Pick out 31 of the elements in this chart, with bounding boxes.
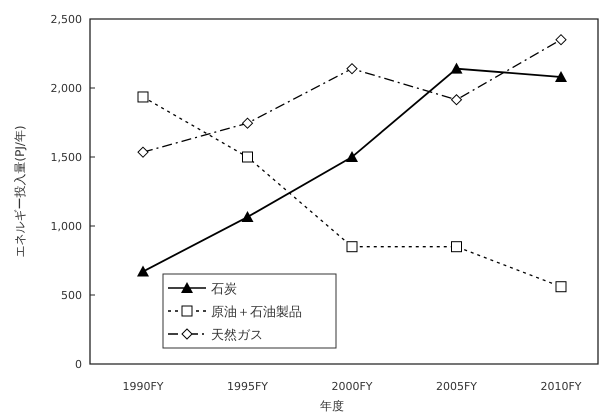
point <box>450 62 462 74</box>
y-tick-label: 500 <box>61 289 82 302</box>
y-tick-label: 1,500 <box>50 151 82 164</box>
point <box>556 281 566 292</box>
y-tick-label: 1,000 <box>50 220 82 233</box>
legend-label: 原油＋石油製品 <box>211 305 302 320</box>
y-tick-label: 2,000 <box>50 82 82 95</box>
y-axis-title: エネルギー投入量(PJ/年) <box>13 125 27 258</box>
legend-label: 天然ガス <box>211 328 263 343</box>
point <box>138 91 148 102</box>
point <box>555 70 567 82</box>
y-tick-label: 2,500 <box>50 13 82 26</box>
point <box>242 152 253 162</box>
point <box>138 146 148 158</box>
point <box>242 118 253 129</box>
point <box>346 151 358 162</box>
y-tick-label: 0 <box>75 358 82 371</box>
x-tick-label: 1990FY <box>122 380 164 393</box>
x-tick-label: 2005FY <box>436 380 478 393</box>
point <box>242 211 254 222</box>
point <box>346 241 358 252</box>
point <box>451 241 462 252</box>
point <box>137 266 149 277</box>
point <box>451 94 462 106</box>
x-tick-label: 1995FY <box>226 380 268 393</box>
x-axis-title: 年度 <box>320 399 344 413</box>
x-tick-label: 2000FY <box>331 380 373 393</box>
point <box>346 63 358 74</box>
point <box>556 34 566 46</box>
legend-label: 石炭 <box>211 282 237 297</box>
x-tick-label: 2010FY <box>540 380 582 393</box>
